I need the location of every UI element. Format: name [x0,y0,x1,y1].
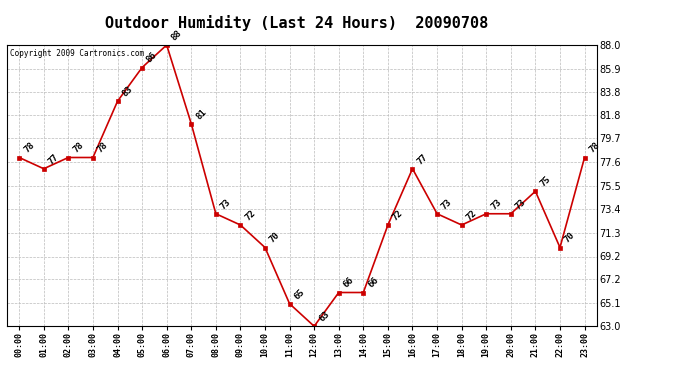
Text: 78: 78 [71,141,85,155]
Text: 72: 72 [391,208,404,222]
Text: Outdoor Humidity (Last 24 Hours)  20090708: Outdoor Humidity (Last 24 Hours) 2009070… [105,15,489,31]
Text: 73: 73 [440,197,454,211]
Text: 78: 78 [22,141,36,155]
Text: 78: 78 [96,141,110,155]
Text: 77: 77 [46,152,61,166]
Text: Copyright 2009 Cartronics.com: Copyright 2009 Cartronics.com [10,49,144,58]
Text: 75: 75 [538,174,552,189]
Text: 81: 81 [194,107,208,121]
Text: 63: 63 [317,309,331,324]
Text: 86: 86 [145,51,159,65]
Text: 83: 83 [120,84,135,99]
Text: 73: 73 [513,197,528,211]
Text: 73: 73 [219,197,233,211]
Text: 66: 66 [342,276,355,290]
Text: 72: 72 [243,208,257,222]
Text: 78: 78 [587,141,601,155]
Text: 73: 73 [489,197,503,211]
Text: 70: 70 [563,231,577,245]
Text: 72: 72 [464,208,478,222]
Text: 70: 70 [268,231,282,245]
Text: 65: 65 [293,287,306,301]
Text: 66: 66 [366,276,380,290]
Text: 88: 88 [170,28,184,42]
Text: 77: 77 [415,152,429,166]
